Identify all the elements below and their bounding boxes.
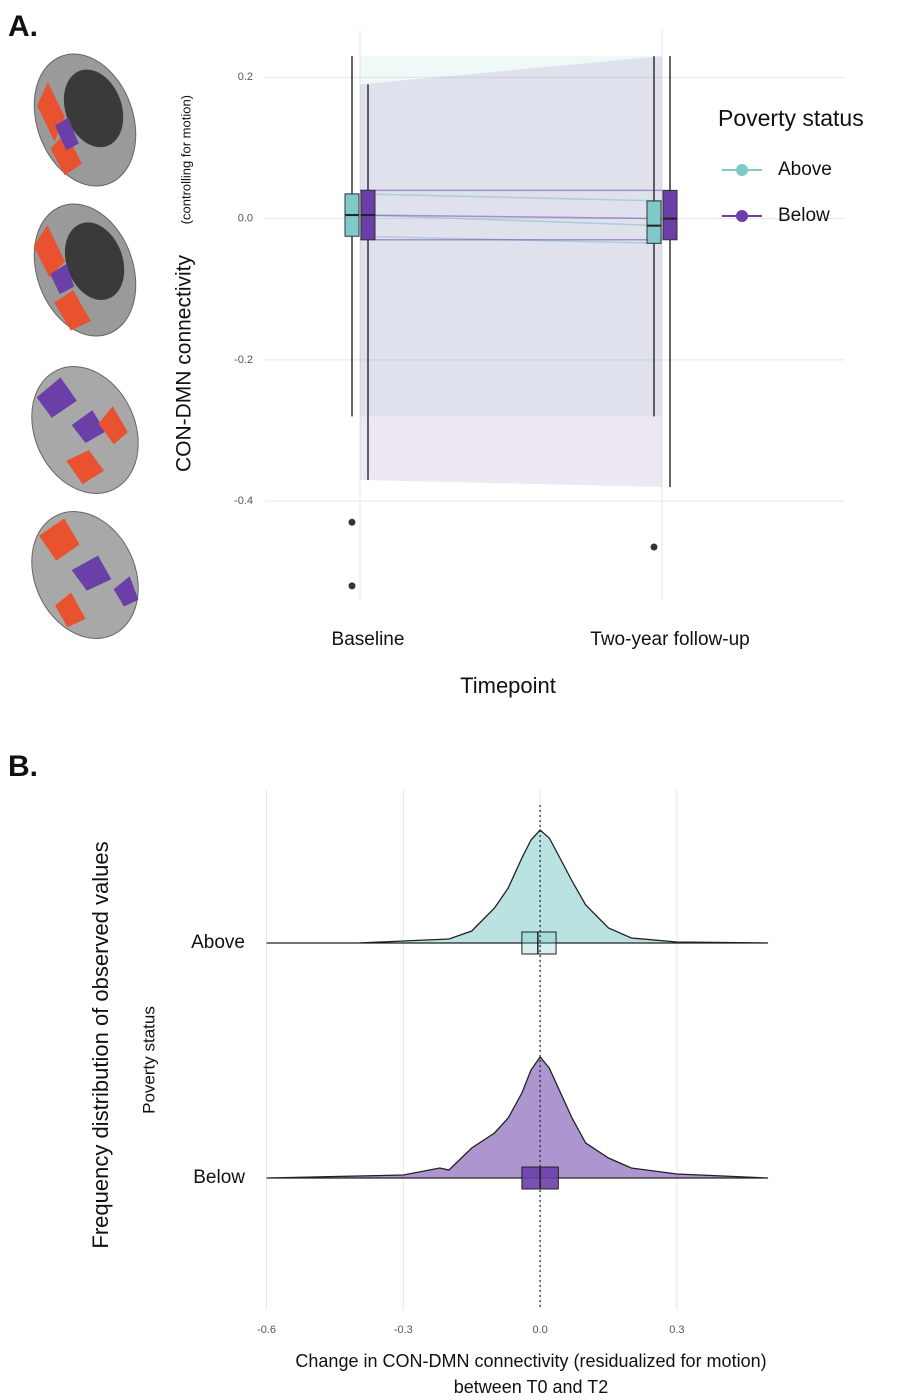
y-axis-note: (controlling for motion)	[178, 95, 193, 224]
outlier	[348, 582, 356, 590]
y-tick-label: -0.4	[234, 495, 253, 507]
density	[266, 829, 769, 944]
trend-line	[359, 193, 663, 202]
y-tick-label: Below	[193, 1167, 245, 1188]
density	[266, 1055, 769, 1179]
y-axis-title: CON-DMN connectivity	[173, 255, 196, 473]
box	[646, 200, 662, 244]
legend-label: Above	[778, 159, 832, 180]
x-axis-title: Timepoint	[460, 673, 556, 698]
y-tick-label: Above	[191, 932, 245, 953]
x-axis-title: Change in CON-DMN connectivity (residual…	[295, 1351, 766, 1371]
y-tick-label: 0.2	[238, 71, 253, 83]
panel-label: B.	[8, 750, 38, 783]
x-tick-label: 0.3	[669, 1324, 684, 1336]
spread-band	[360, 56, 662, 417]
box	[662, 189, 678, 241]
legend-title: Poverty status	[718, 105, 864, 131]
panel-b: -0.6 -0.3 0.0 0.3 Change in CON-DMN connecti…	[88, 790, 769, 1397]
brain-images	[31, 53, 139, 639]
legend-dot	[736, 164, 748, 176]
y-axis-title: Poverty status	[139, 1006, 158, 1114]
panel-a: 0.2 0.0 -0.2 -0.4 Baseline Two-year follow-up…	[173, 30, 864, 698]
outer-y-axis-title: Frequency distribution of observed value…	[88, 841, 113, 1248]
x-tick-label: 0.0	[532, 1324, 547, 1336]
x-tick-label: Baseline	[332, 629, 405, 650]
x-axis-title: between T0 and T2	[454, 1377, 608, 1397]
y-tick-label: -0.2	[234, 354, 253, 366]
spread-band	[360, 56, 662, 487]
panel-label: A.	[8, 10, 38, 43]
trend-line	[359, 214, 663, 227]
box	[521, 931, 557, 955]
x-tick-label: Two-year follow-up	[590, 629, 749, 650]
outlier	[348, 518, 356, 526]
x-tick-label: -0.3	[394, 1324, 413, 1336]
x-tick-label: -0.6	[257, 1324, 276, 1336]
y-tick-label: 0.0	[238, 212, 253, 224]
legend-dot	[736, 210, 748, 222]
outlier	[650, 543, 658, 551]
trend-line	[359, 214, 663, 220]
legend-label: Below	[778, 205, 830, 226]
